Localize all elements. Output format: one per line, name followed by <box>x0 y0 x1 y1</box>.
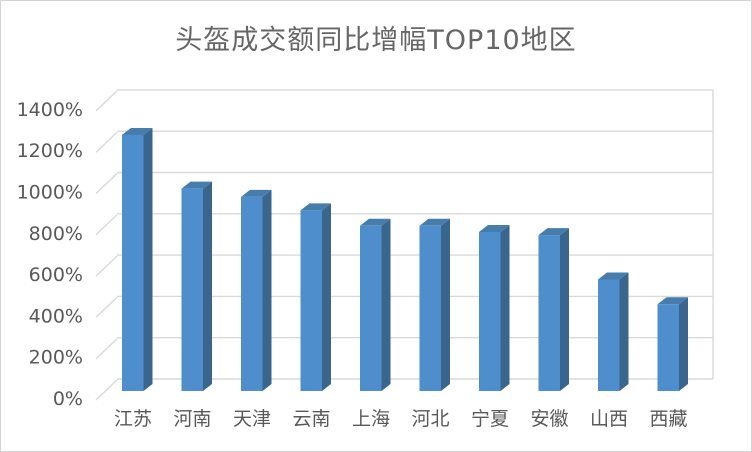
x-axis-label: 山西 <box>590 408 628 430</box>
y-axis-label: 600% <box>29 264 83 286</box>
x-axis-label: 安徽 <box>530 408 568 430</box>
x-axis-label: 江苏 <box>114 408 152 430</box>
bar-side-face <box>322 203 331 391</box>
bar-top-face <box>538 228 569 236</box>
y-axis-label: 400% <box>29 305 83 327</box>
bar-top-face <box>122 127 153 135</box>
axis-depth-tick <box>95 131 118 153</box>
axis-depth-tick <box>95 90 118 112</box>
bar-side-face <box>619 272 629 391</box>
bar-front-face <box>419 225 441 391</box>
y-axis-label: 1400% <box>17 99 83 121</box>
y-axis-label: 800% <box>29 223 83 245</box>
bar-side-face <box>500 224 510 391</box>
bar-front-face <box>300 210 322 391</box>
bar-front-face <box>241 196 263 391</box>
x-axis-label: 上海 <box>352 408 390 430</box>
bar-top-face <box>479 224 510 232</box>
bar-top-face <box>360 218 391 226</box>
x-axis-label: 西藏 <box>649 408 687 430</box>
bar-top-face <box>241 189 272 197</box>
bar-front-face <box>598 279 620 391</box>
bar-front-face <box>360 225 382 391</box>
bar-top-face <box>300 203 331 211</box>
axis-depth-tick <box>95 172 118 195</box>
bar-side-face <box>560 228 569 391</box>
bar-top-face <box>657 297 688 305</box>
bar-front-face <box>122 134 144 391</box>
bar-top-face <box>419 218 450 226</box>
x-axis-label: 河南 <box>173 408 211 430</box>
bar-top-face <box>598 272 629 280</box>
x-axis-label: 宁夏 <box>471 408 509 430</box>
x-axis-label: 云南 <box>292 408 330 430</box>
bar-front-face <box>538 235 560 391</box>
bar-side-face <box>262 189 272 391</box>
axis-depth-tick <box>95 214 118 236</box>
axis-depth-tick <box>95 255 118 277</box>
bar-side-face <box>381 218 391 391</box>
bar-front-face <box>181 188 203 391</box>
axis-depth-tick <box>95 379 118 401</box>
bar-front-face <box>657 304 679 391</box>
axis-depth-tick <box>95 338 118 360</box>
bar-side-face <box>203 181 212 391</box>
bar-front-face <box>479 231 501 391</box>
x-axis-label: 河北 <box>411 408 449 430</box>
chart-title: 头盔成交额同比增幅TOP10地区 <box>175 25 577 56</box>
y-axis-label: 0% <box>53 388 83 410</box>
bar-side-face <box>679 297 688 391</box>
axis-depth-tick <box>95 296 118 318</box>
bar-side-face <box>143 127 153 391</box>
x-axis-label: 天津 <box>233 408 271 430</box>
y-axis-label: 200% <box>29 347 83 369</box>
y-axis-label: 1000% <box>17 182 83 204</box>
bar-top-face <box>181 181 212 189</box>
bar-side-face <box>441 218 450 391</box>
y-axis-label: 1200% <box>17 140 83 162</box>
